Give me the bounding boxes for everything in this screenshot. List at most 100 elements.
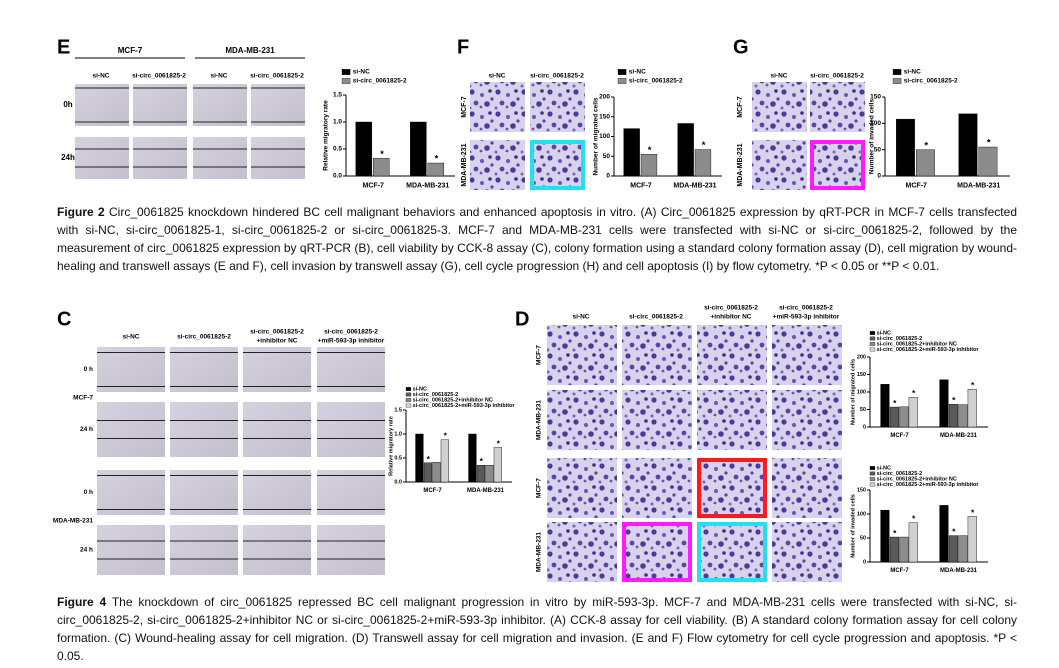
legend-label: si-circ_0061825-2+inhibitor NC xyxy=(877,341,957,347)
x-tick-label: MCF-7 xyxy=(906,182,927,189)
group-label: MDA-MB-231 xyxy=(225,46,275,55)
wound-image xyxy=(317,470,385,515)
y-tick-label: 150 xyxy=(857,487,866,493)
y-tick-label: 150 xyxy=(857,372,866,378)
y-tick-label: 200 xyxy=(599,94,610,101)
bar xyxy=(880,384,890,428)
legend-swatch xyxy=(341,78,351,84)
legend-label: si-circ_0061825-2+miR-593-3p inhibitor xyxy=(877,482,980,488)
column-label: si-circ_0061825-2 xyxy=(779,305,833,312)
significance-mark: * xyxy=(427,454,431,464)
significance-mark: * xyxy=(380,149,384,160)
significance-mark: * xyxy=(971,380,975,390)
y-tick-label: 150 xyxy=(599,113,610,120)
highlight-border xyxy=(697,458,767,518)
wound-image xyxy=(170,347,238,392)
row-label: MDA-MB-231 xyxy=(536,532,543,572)
transwell-image xyxy=(547,522,617,582)
row-label: 24h xyxy=(61,153,75,162)
y-tick-label: 1.5 xyxy=(394,407,402,413)
transwell-image xyxy=(622,458,692,518)
wound-image xyxy=(170,470,238,515)
legend-swatch xyxy=(405,392,412,397)
wound-image xyxy=(317,525,385,575)
bar xyxy=(899,536,909,563)
significance-mark: * xyxy=(893,528,897,538)
legend-swatch xyxy=(405,398,412,402)
y-tick-label: 50 xyxy=(874,146,882,153)
y-tick-label: 1.5 xyxy=(333,92,342,99)
bar xyxy=(415,433,424,483)
significance-mark: * xyxy=(893,398,897,408)
column-label: si-circ_0061825-2 xyxy=(250,73,304,80)
y-tick-label: 0 xyxy=(863,559,866,565)
bar xyxy=(958,404,968,428)
y-tick-label: 0.0 xyxy=(394,479,402,485)
row-label: MCF-7 xyxy=(536,478,543,498)
transwell-image xyxy=(752,140,807,190)
y-tick-label: 1.0 xyxy=(333,119,342,126)
legend-swatch xyxy=(869,336,876,341)
column-label: si-NC xyxy=(573,314,590,321)
bar xyxy=(896,118,915,177)
panel-label: E xyxy=(57,36,70,58)
wound-image xyxy=(97,402,165,457)
x-tick-label: MDA-MB-231 xyxy=(940,568,978,574)
x-tick-label: MDA-MB-231 xyxy=(957,182,1000,189)
y-axis-label: Number of invaded cells xyxy=(869,99,876,175)
bar xyxy=(423,462,433,483)
highlight-border xyxy=(697,522,767,582)
bar xyxy=(939,379,949,428)
transwell-image xyxy=(697,458,767,518)
transwell-image xyxy=(697,522,767,582)
legend-swatch xyxy=(617,69,627,75)
legend-label: si-circ_0061825-2+miR-593-3p inhibitor xyxy=(877,347,980,353)
highlight-border xyxy=(622,522,692,582)
bar xyxy=(677,123,694,177)
wound-image xyxy=(193,137,247,179)
wound-image xyxy=(243,402,311,457)
panel-label: G xyxy=(733,36,749,58)
y-tick-label: 50 xyxy=(603,153,611,160)
legend-swatch xyxy=(869,466,876,470)
column-label: si-NC xyxy=(771,73,788,80)
bar xyxy=(440,439,449,483)
legend-label: si-NC xyxy=(877,330,891,336)
x-tick-label: MDA-MB-231 xyxy=(940,433,978,439)
legend-swatch xyxy=(869,482,876,487)
bar xyxy=(432,462,441,483)
caption-text: The knockdown of circ_0061825 repressed … xyxy=(57,595,1017,663)
legend-label: si-circ_0061825-2 xyxy=(877,471,923,477)
legend-label: si-circ_0061825-2 xyxy=(413,392,459,398)
legend-swatch xyxy=(617,78,627,84)
bar xyxy=(485,465,494,483)
caption-label: Figure 2 xyxy=(57,205,105,219)
y-axis-label: Relative migratory rate xyxy=(388,416,394,476)
bar xyxy=(899,406,909,428)
y-tick-label: 0 xyxy=(606,173,610,180)
transwell-image xyxy=(530,140,585,190)
legend-swatch xyxy=(869,331,876,335)
transwell-image xyxy=(810,82,865,132)
y-tick-label: 100 xyxy=(857,389,866,395)
legend-label: si-circ_0061825-2 xyxy=(629,78,683,85)
bar xyxy=(967,389,977,428)
y-tick-label: 200 xyxy=(857,354,866,360)
transwell-image xyxy=(752,82,807,132)
wound-image xyxy=(97,347,165,392)
bar xyxy=(948,404,958,428)
wound-image xyxy=(97,525,165,575)
column-label: si-circ_0061825-2 xyxy=(132,73,186,80)
bar xyxy=(908,397,918,428)
x-tick-label: MCF-7 xyxy=(630,182,651,189)
figure4-caption: Figure 4 The knockdown of circ_0061825 r… xyxy=(57,593,1017,665)
legend-label: si-NC xyxy=(413,386,427,392)
bar xyxy=(958,113,978,177)
column-label: si-circ_0061825-2 xyxy=(530,73,584,80)
significance-mark: * xyxy=(952,527,956,537)
significance-mark: * xyxy=(971,507,975,517)
transwell-image xyxy=(547,458,617,518)
bar xyxy=(939,505,949,563)
wound-image xyxy=(317,347,385,392)
